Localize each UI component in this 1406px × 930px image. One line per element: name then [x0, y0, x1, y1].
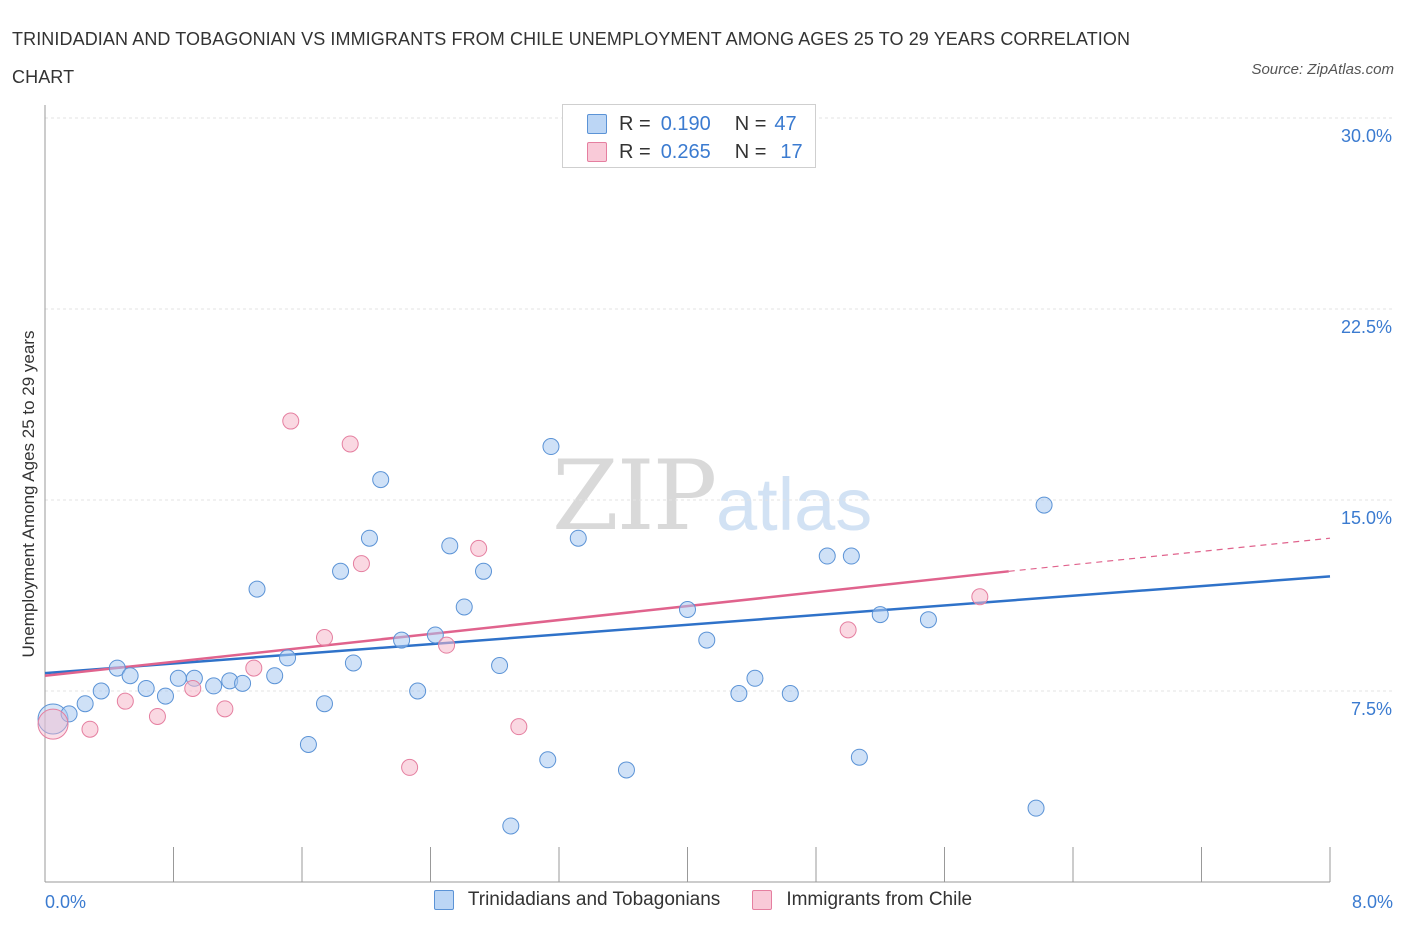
y-tick-label: 15.0% — [1341, 508, 1392, 528]
chile-point — [510, 718, 528, 736]
chile-point — [438, 636, 456, 654]
watermark-atlas: atlas — [716, 463, 873, 546]
trinidadian-point — [491, 657, 509, 675]
chile-point — [184, 679, 202, 697]
trinidadian-point — [108, 659, 126, 677]
trinidadian-point — [698, 631, 716, 649]
trinidadian-point — [542, 438, 560, 456]
trinidadian-point — [169, 669, 187, 687]
chile-trend-extension — [1008, 537, 1331, 572]
chile-point — [470, 539, 488, 557]
trinidadian-point — [475, 562, 493, 580]
legend-n-value: 47 — [774, 112, 797, 135]
trinidadian-point — [746, 669, 764, 687]
y-tick-label: 22.5% — [1341, 317, 1392, 337]
y-tick-label: 30.0% — [1341, 126, 1392, 146]
trinidadian-point — [393, 631, 411, 649]
trinidadian-point — [441, 537, 459, 555]
chile-point — [971, 588, 989, 606]
chile-point — [116, 692, 134, 710]
source-label: Source: ZipAtlas.com — [1251, 61, 1394, 78]
chile-point — [401, 758, 419, 776]
trend-lines — [44, 537, 1331, 677]
legend-row-chile: R = 0.265 N = 17 — [587, 139, 803, 165]
trinidadian-point — [1027, 799, 1045, 817]
chile-point — [315, 629, 333, 647]
trinidadian-point — [299, 735, 317, 753]
trinidadian-point — [121, 667, 139, 685]
series-legend-item-chile[interactable]: Immigrants from Chile — [752, 889, 972, 911]
chile-point — [341, 435, 359, 453]
trinidadian-point — [409, 682, 427, 700]
trinidadian-point — [92, 682, 110, 700]
x-tick-label: 0.0% — [45, 892, 86, 912]
trinidadian-point — [569, 529, 587, 547]
trinidadian-point — [156, 687, 174, 705]
trinidadian-point — [781, 685, 799, 703]
legend-r-label: R = — [619, 140, 651, 163]
trinidadian-point — [617, 761, 635, 779]
trinidadian-point — [679, 601, 696, 619]
trinidadian-point — [360, 529, 378, 547]
legend-n-label: N = — [734, 140, 767, 163]
trinidadian-point — [234, 674, 252, 692]
trinidadian-point — [205, 677, 223, 695]
legend-n-label: N = — [734, 112, 767, 135]
chile-point — [216, 700, 234, 718]
x-tick-label: 8.0% — [1352, 892, 1393, 912]
trinidadian-point — [372, 471, 390, 489]
legend-r-label: R = — [619, 112, 651, 135]
trinidadian-point — [871, 606, 889, 624]
series-swatch-blue — [433, 890, 454, 910]
chart-title: TRINIDADIAN AND TOBAGONIAN VS IMMIGRANTS… — [12, 29, 1131, 87]
y-axis-title: Unemployment Among Ages 25 to 29 years — [19, 331, 38, 658]
legend-r-value: 0.265 — [660, 140, 711, 163]
trinidadian-point — [455, 598, 473, 616]
trinidadian-point — [137, 679, 155, 697]
series-legend: Trinidadians and Tobagonians Immigrants … — [0, 889, 1406, 911]
trinidadian-point — [76, 695, 94, 713]
correlation-legend: R = 0.190 N = 47 R = 0.265 N = 17 — [562, 104, 816, 168]
trinidadian-point — [266, 667, 284, 685]
trinidadian-point — [818, 547, 836, 565]
trinidadian-point — [344, 654, 362, 672]
chile-point — [282, 412, 300, 430]
grid-lines — [45, 117, 1392, 692]
chile-point — [839, 621, 857, 639]
trinidadian-point — [279, 649, 297, 667]
chile-point — [352, 555, 370, 573]
series-legend-label: Trinidadians and Tobagonians — [467, 889, 721, 910]
trinidadian-point — [1035, 496, 1053, 514]
trinidadian-trend-line — [44, 575, 1331, 675]
legend-row-trinidadian: R = 0.190 N = 47 — [587, 111, 797, 137]
chile-point — [148, 707, 166, 725]
chile-point — [37, 708, 69, 740]
legend-r-value: 0.190 — [660, 112, 711, 135]
series-swatch-pink — [752, 890, 773, 910]
trinidadian-point — [539, 751, 557, 769]
chile-point — [245, 659, 263, 677]
trinidadian-point — [730, 685, 748, 703]
legend-swatch-pink — [587, 142, 607, 162]
chile-point — [81, 720, 99, 738]
legend-n-value: 17 — [780, 140, 803, 163]
tick-labels: 7.5% 15.0% 22.5% 30.0% 0.0% 8.0% Unemployment … — [19, 126, 1393, 912]
series-legend-item-trinidadian[interactable]: Trinidadians and Tobagonians — [433, 889, 721, 911]
trinidadian-point — [842, 547, 860, 565]
trinidadian-point — [248, 580, 266, 598]
axes — [44, 105, 1331, 883]
trinidadian-point — [426, 626, 444, 644]
legend-swatch-blue — [587, 114, 607, 134]
data-points — [37, 119, 1053, 835]
trinidadian-point — [850, 748, 868, 766]
chile-trend-line — [44, 570, 1009, 677]
trinidadian-point — [315, 695, 333, 713]
trinidadian-point — [502, 817, 520, 835]
series-legend-label: Immigrants from Chile — [786, 889, 973, 910]
trinidadian-point — [60, 705, 78, 723]
trinidadian-point — [332, 562, 350, 580]
trinidadian-point — [919, 611, 937, 629]
y-tick-label: 7.5% — [1351, 699, 1392, 719]
